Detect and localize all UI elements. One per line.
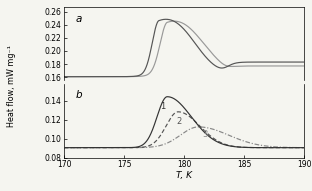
Text: b: b (76, 90, 83, 100)
Text: 2: 2 (177, 117, 182, 126)
Text: Heat flow, mW mg⁻¹: Heat flow, mW mg⁻¹ (7, 45, 16, 127)
Text: 3: 3 (202, 130, 207, 139)
Text: 1: 1 (160, 102, 165, 112)
X-axis label: T, K: T, K (176, 171, 192, 180)
Text: a: a (76, 14, 82, 24)
